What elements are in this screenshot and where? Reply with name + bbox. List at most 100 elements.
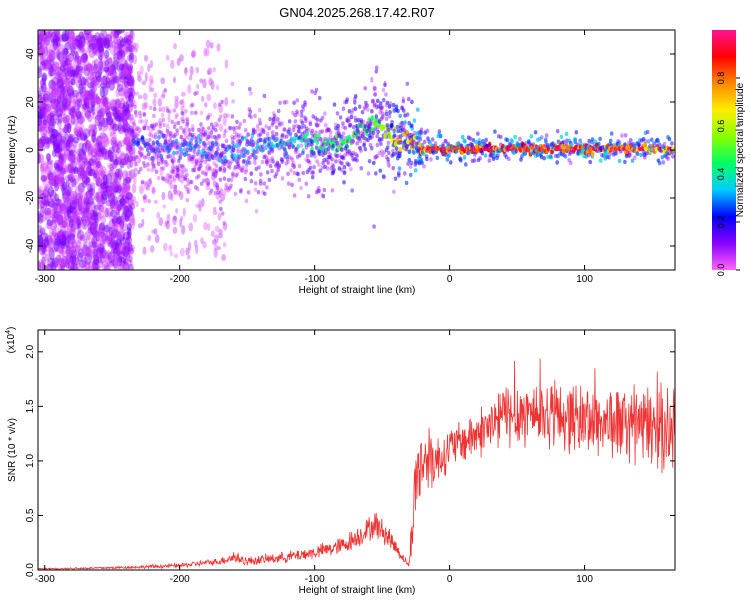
heatmap-cell [79,86,87,98]
heatmap-cell [127,77,134,85]
heatmap-cell [254,140,259,145]
heatmap-cell [98,42,104,53]
heatmap-cell [38,139,43,150]
heatmap-cell [38,65,42,74]
heatmap-cell [359,148,363,153]
heatmap-cell [210,230,216,238]
heatmap-cell [178,154,182,159]
heatmap-cell [91,134,96,143]
heatmap-cell [52,177,59,188]
heatmap-cell [256,127,260,132]
heatmap-cell [373,155,378,160]
heatmap-cell [114,42,119,49]
heatmap-cell [95,38,103,50]
heatmap-cell [299,185,303,191]
heatmap-cell [76,148,85,157]
spectrogram-x-tick-label: 0 [447,274,453,285]
heatmap-cell [119,197,126,208]
heatmap-cell [107,57,113,66]
heatmap-cell [117,63,125,73]
heatmap-cell [151,186,156,195]
heatmap-cell [49,228,55,238]
heatmap-cell [471,137,476,143]
heatmap-cell [325,127,330,133]
heatmap-cell [97,187,104,199]
heatmap-cell [113,241,122,249]
heatmap-cell [118,106,124,119]
heatmap-cell [92,262,99,270]
heatmap-cell [79,132,88,141]
heatmap-cell [87,148,93,161]
heatmap-cell [130,95,135,105]
heatmap-cell [613,151,618,156]
heatmap-cell [105,230,111,241]
heatmap-cell [41,106,48,117]
heatmap-cell [79,111,84,123]
heatmap-cell [70,193,77,202]
heatmap-cell [79,75,86,86]
heatmap-cell [90,200,96,213]
heatmap-cell [39,92,45,103]
heatmap-cell [73,125,81,136]
heatmap-cell [110,69,117,79]
heatmap-cell [375,133,379,139]
heatmap-cell [380,137,384,142]
heatmap-cell [44,264,51,270]
heatmap-cell [205,177,209,182]
heatmap-cell [588,159,592,165]
heatmap-cell [95,41,103,52]
heatmap-cell [95,71,102,80]
heatmap-cell [504,154,509,160]
heatmap-cell [87,160,92,170]
heatmap-cell [59,171,65,181]
heatmap-cell [166,142,170,147]
heatmap-cell [365,103,369,109]
snr-frame [37,329,676,571]
heatmap-cell [55,36,61,48]
heatmap-cell [126,151,133,163]
heatmap-cell [343,152,347,158]
heatmap-cell [474,140,478,145]
heatmap-cell [110,105,117,112]
heatmap-cell [91,262,99,270]
heatmap-cell [118,35,124,43]
heatmap-cell [57,158,63,168]
heatmap-cell [354,152,358,157]
heatmap-cell [119,260,126,267]
heatmap-cell [42,186,50,199]
heatmap-cell [47,185,55,198]
heatmap-cell [148,143,152,148]
heatmap-cell [267,126,272,131]
heatmap-cell [400,121,404,128]
heatmap-cell [41,60,46,67]
heatmap-cell [80,53,88,63]
heatmap-cell [75,64,80,76]
heatmap-cell [67,135,75,143]
heatmap-cell [97,54,103,61]
heatmap-cell [92,159,100,171]
heatmap-cell [81,35,88,47]
heatmap-cell [61,202,67,215]
heatmap-cell [98,32,105,41]
heatmap-cell [98,116,106,127]
heatmap-cell [165,129,170,134]
heatmap-cell [137,75,142,82]
heatmap-cell [49,54,54,63]
heatmap-cell [120,125,127,133]
heatmap-cell [368,121,373,127]
heatmap-cell [196,147,200,152]
heatmap-cell [353,100,357,105]
heatmap-cell [60,153,67,163]
heatmap-cell [114,139,121,148]
heatmap-cell [76,34,83,43]
heatmap-cell [136,131,141,137]
heatmap-cell [219,153,223,158]
heatmap-cell [41,244,48,255]
heatmap-cell [183,184,188,189]
heatmap-cell [58,235,67,246]
heatmap-cell [246,132,251,137]
heatmap-cell [97,194,105,207]
heatmap-cell [57,257,64,265]
heatmap-cell [227,165,232,170]
heatmap-cell [297,163,302,169]
